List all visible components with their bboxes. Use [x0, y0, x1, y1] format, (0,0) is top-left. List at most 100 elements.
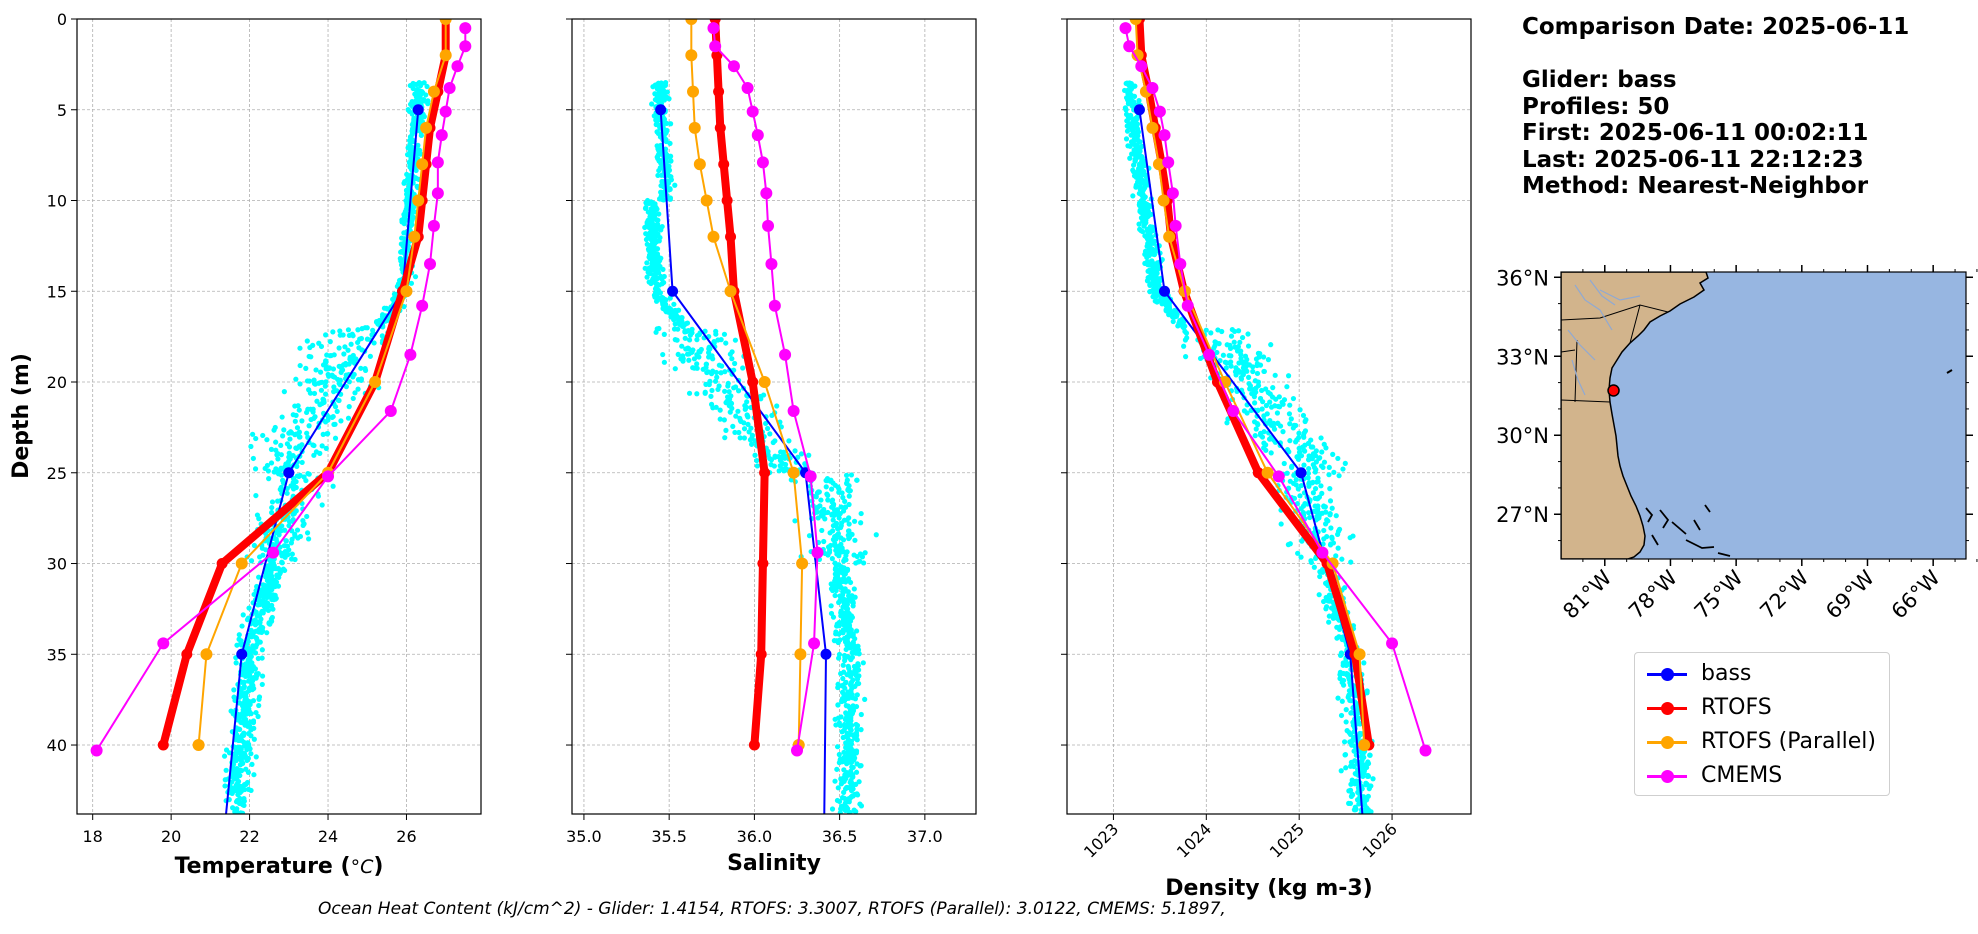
- density-rtofs-parallel-point: [1131, 49, 1144, 62]
- density-glider-point: [1267, 391, 1273, 397]
- salinity-glider-point: [682, 335, 688, 341]
- temperature-glider-point: [296, 434, 303, 440]
- salinity-glider-point: [842, 657, 848, 664]
- density-glider-point: [1287, 402, 1293, 408]
- temperature-glider-point: [299, 442, 305, 448]
- temperature-bass-point: [283, 467, 295, 479]
- density-glider-point: [1259, 406, 1265, 412]
- salinity-glider-point: [853, 769, 860, 775]
- salinity-glider-point: [822, 516, 828, 522]
- density-rtofs-parallel-point: [1353, 648, 1366, 661]
- temperature-glider-point: [319, 443, 325, 449]
- temperature-glider-scatter: [221, 79, 431, 814]
- salinity-glider-point: [837, 723, 843, 729]
- salinity-glider-point: [837, 810, 843, 814]
- temperature-glider-point: [398, 262, 405, 268]
- salinity-glider-point: [832, 592, 838, 599]
- salinity-glider-point: [736, 429, 742, 436]
- map-lon-label: 75°W: [1690, 565, 1748, 623]
- temperature-glider-point: [362, 367, 369, 373]
- location-map: 81°W 78°W 75°W 72°W 69°W 66°W 36°N 33°N 30°N 27°N: [1496, 265, 1978, 624]
- temperature-axes-frame: [76, 18, 482, 815]
- temperature-glider-point: [364, 325, 370, 331]
- salinity-glider-point: [645, 223, 651, 229]
- density-glider-point: [1142, 200, 1148, 206]
- density-xtick-label: 1023: [1080, 819, 1122, 861]
- temperature-glider-point: [259, 673, 266, 679]
- density-glider-point: [1125, 99, 1132, 105]
- temperature-glider-point: [311, 452, 317, 458]
- density-rtofs-parallel-point: [1146, 121, 1159, 134]
- density-glider-point: [1324, 517, 1330, 523]
- salinity-glider-point: [852, 594, 858, 600]
- salinity-glider-point: [832, 534, 838, 540]
- density-glider-point: [1239, 334, 1246, 341]
- salinity-glider-point: [832, 778, 838, 784]
- temperature-glider-point: [313, 367, 319, 373]
- salinity-glider-point: [848, 472, 855, 478]
- salinity-rtofs-parallel-point: [724, 285, 737, 298]
- temperature-glider-point: [268, 446, 275, 452]
- salinity-glider-point: [845, 749, 851, 755]
- temperature-glider-point: [250, 643, 256, 649]
- temperature-glider-point: [271, 577, 277, 583]
- legend-marker-rtofs: [1661, 702, 1674, 715]
- salinity-glider-point: [836, 651, 843, 658]
- temperature-glider-point: [249, 761, 255, 767]
- temperature-glider-point: [268, 460, 275, 466]
- density-glider-point: [1336, 626, 1343, 632]
- salinity-glider-point: [771, 463, 777, 469]
- salinity-glider-point: [666, 163, 672, 169]
- density-cmems-point: [1166, 187, 1179, 200]
- temperature-glider-point: [295, 535, 301, 541]
- density-glider-point: [1270, 423, 1277, 429]
- temperature-glider-point: [400, 242, 407, 249]
- density-glider-point: [1300, 412, 1307, 419]
- first-profile-time: First: 2025-06-11 00:02:11: [1522, 120, 1869, 146]
- salinity-glider-point: [841, 749, 847, 756]
- salinity-glider-point: [846, 811, 852, 814]
- temperature-glider-point: [307, 390, 313, 396]
- temperature-ytick-label: 0: [57, 10, 67, 29]
- temperature-xtick-label: 22: [239, 827, 259, 846]
- temperature-glider-point: [260, 432, 266, 439]
- salinity-glider-point: [851, 757, 857, 763]
- temperature-cmems-point: [435, 129, 448, 142]
- density-glider-point: [1123, 111, 1130, 117]
- salinity-glider-point: [654, 246, 661, 252]
- salinity-rtofs-point: [714, 122, 726, 134]
- salinity-glider-point: [730, 423, 736, 429]
- salinity-glider-point: [696, 354, 702, 360]
- density-glider-point: [1314, 513, 1320, 519]
- salinity-glider-point: [747, 437, 754, 443]
- density-glider-point: [1139, 155, 1145, 161]
- density-glider-point: [1274, 410, 1281, 416]
- density-glider-point: [1298, 506, 1304, 512]
- salinity-glider-point: [839, 689, 846, 695]
- density-glider-point: [1255, 350, 1262, 356]
- density-glider-point: [1226, 352, 1232, 359]
- temperature-cmems-point: [424, 258, 437, 271]
- salinity-glider-point: [850, 750, 857, 756]
- salinity-glider-point: [667, 295, 673, 301]
- density-glider-point: [1302, 442, 1308, 448]
- salinity-glider-point: [840, 662, 846, 668]
- salinity-glider-point: [654, 221, 661, 227]
- density-glider-point: [1308, 437, 1314, 443]
- temperature-glider-point: [355, 386, 361, 392]
- density-glider-point: [1136, 171, 1142, 177]
- temperature-glider-point: [423, 92, 429, 98]
- density-glider-point: [1341, 739, 1348, 745]
- density-cmems-point: [1153, 105, 1166, 118]
- density-glider-point: [1318, 435, 1324, 441]
- salinity-glider-point: [685, 345, 691, 351]
- density-glider-point: [1312, 486, 1319, 492]
- temperature-glider-point: [246, 678, 252, 684]
- temperature-glider-point: [256, 702, 262, 709]
- temperature-glider-point: [253, 754, 259, 760]
- salinity-glider-point: [667, 140, 673, 147]
- density-glider-point: [1308, 444, 1314, 450]
- salinity-glider-point: [832, 560, 838, 566]
- salinity-xtick-label: 36.5: [822, 827, 858, 846]
- salinity-glider-point: [836, 751, 842, 758]
